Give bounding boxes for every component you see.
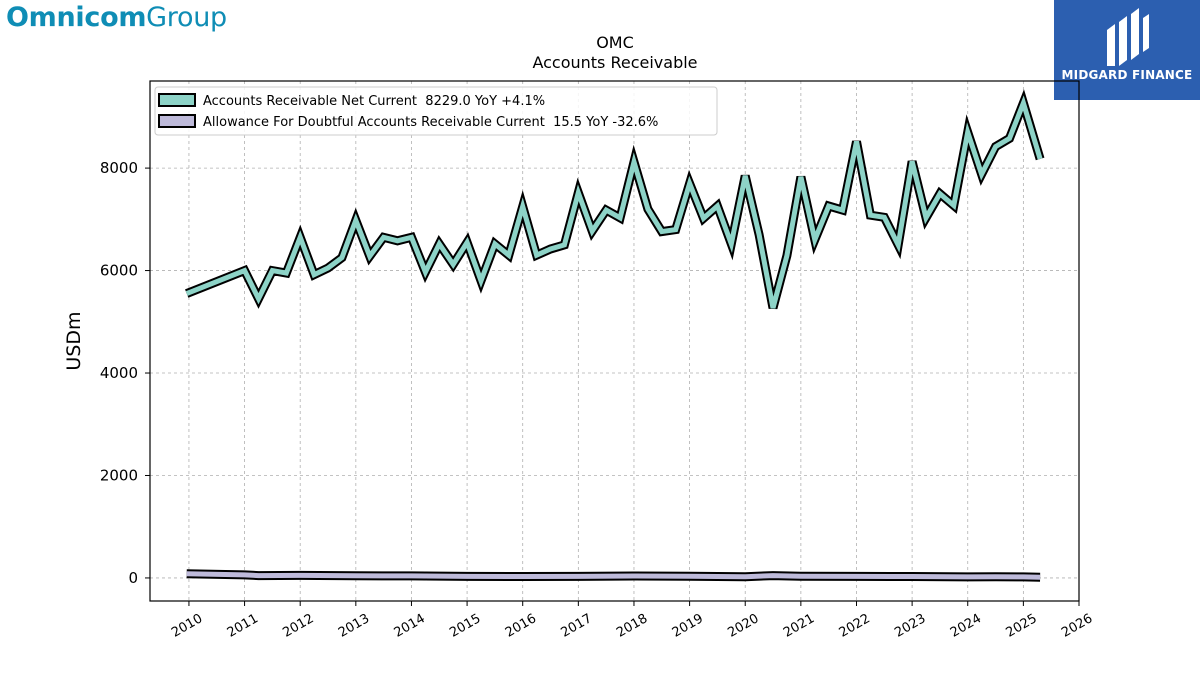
- x-tick-label: 2013: [336, 611, 372, 641]
- x-tick-label: 2021: [781, 611, 817, 641]
- logo-light-text: Group: [146, 2, 227, 33]
- x-tick-label: 2025: [1004, 611, 1040, 641]
- legend-label-allowance: Allowance For Doubtful Accounts Receivab…: [203, 115, 658, 130]
- x-tick-label: 2019: [670, 611, 706, 641]
- midgard-mark-icon: [1107, 8, 1149, 66]
- logo-bold-text: Omnicom: [6, 2, 147, 33]
- x-tick-label: 2024: [948, 611, 984, 641]
- y-tick-label: 8000: [100, 159, 138, 177]
- legend: Accounts Receivable Net Current 8229.0 Y…: [154, 86, 718, 136]
- chart-subtitle: Accounts Receivable: [532, 53, 697, 72]
- series-0-line: [185, 95, 1043, 309]
- legend-box: [154, 86, 718, 136]
- omnicom-group-logo: OmnicomGroup: [6, 2, 227, 34]
- x-tick-label: 2011: [225, 611, 261, 641]
- series-1-line: [186, 571, 1041, 580]
- x-tick-label: 2017: [559, 611, 595, 641]
- x-tick-label: 2015: [447, 611, 483, 641]
- plot-frame: [149, 80, 1080, 602]
- legend-swatch-allowance: [158, 114, 196, 128]
- badge-text: MIDGARD FINANCE: [1061, 68, 1193, 82]
- y-tick-label: 4000: [100, 364, 138, 382]
- legend-label-receivable: Accounts Receivable Net Current 8229.0 Y…: [203, 94, 545, 109]
- x-tick-label: 2023: [892, 611, 928, 641]
- midgard-finance-badge: MIDGARD FINANCE: [1054, 0, 1200, 100]
- y-tick-label: 2000: [100, 466, 138, 484]
- x-tick-label: 2014: [392, 611, 428, 641]
- x-tick-label: 2016: [503, 611, 539, 641]
- x-tick-label: 2022: [837, 611, 873, 641]
- x-tick-label: 2018: [614, 611, 650, 641]
- x-tick-label: 2010: [169, 611, 205, 641]
- series-layer: [185, 89, 1045, 582]
- legend-swatch-receivable: [158, 93, 196, 107]
- y-axis-label: USDm: [63, 311, 85, 370]
- axis-ticks: 2010 2011 2012 2013 2014 2015 2016 2017 2018 2019…: [100, 159, 1096, 641]
- y-tick-label: 6000: [100, 262, 138, 280]
- x-tick-label: 2020: [725, 611, 761, 641]
- x-tick-label: 2012: [280, 611, 316, 641]
- chart-title: OMC: [596, 33, 634, 52]
- y-tick-label: 0: [128, 569, 138, 587]
- grid: [150, 81, 1079, 601]
- x-tick-label: 2026: [1059, 611, 1095, 641]
